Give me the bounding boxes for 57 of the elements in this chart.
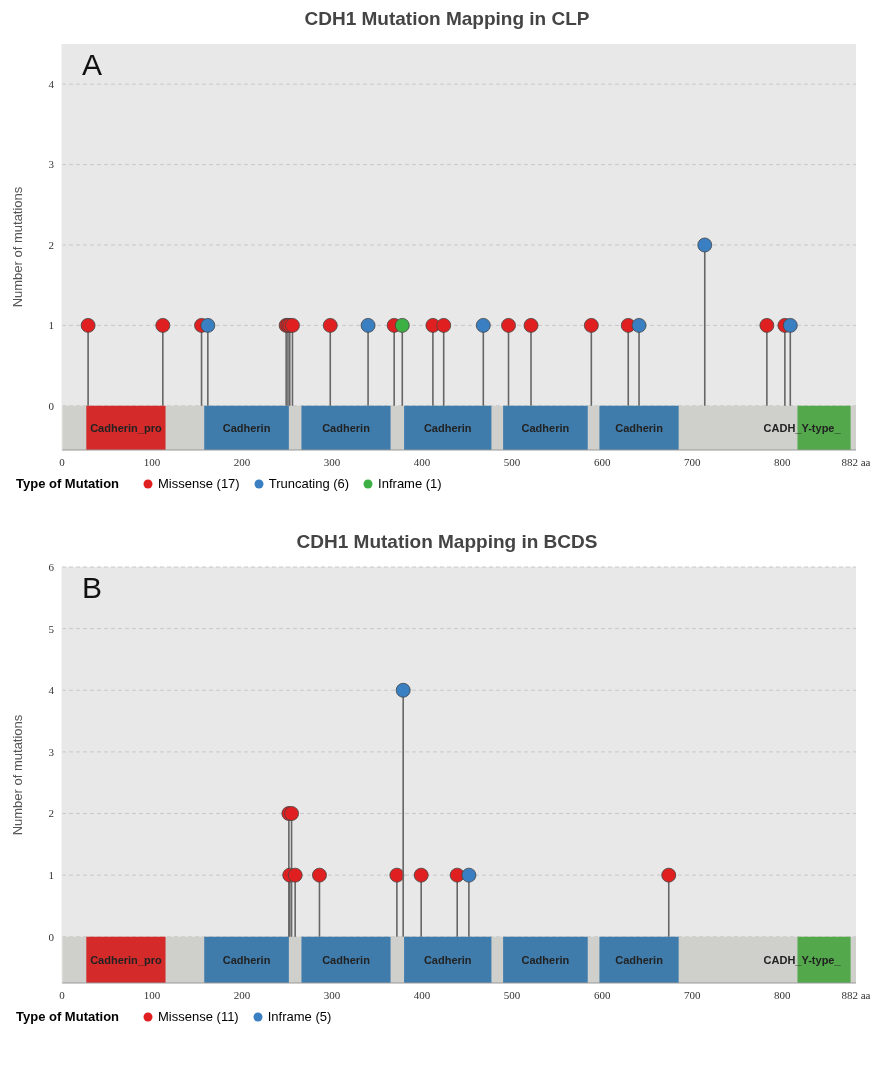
y-tick-label: 1 xyxy=(48,319,54,332)
x-tick-label: 882 aa xyxy=(841,455,871,468)
y-tick-label: 4 xyxy=(48,78,55,91)
band-label: Cadherin xyxy=(222,953,271,966)
x-tick-label: 700 xyxy=(683,455,701,468)
x-tick-label: 500 xyxy=(503,988,521,1001)
legend-label: Missense (17) xyxy=(158,476,240,491)
x-tick-label: 700 xyxy=(683,988,701,1001)
x-tick-label: 100 xyxy=(143,455,161,468)
band-label: Cadherin xyxy=(615,421,664,434)
x-tick-label: 300 xyxy=(323,455,341,468)
legend-title: Type of Mutation xyxy=(16,476,120,491)
chart-title: CDH1 Mutation Mapping in BCDS xyxy=(295,531,599,554)
x-tick-label: 0 xyxy=(59,455,66,468)
x-tick-label: 500 xyxy=(503,455,521,468)
band-label: Cadherin xyxy=(222,421,271,434)
y-tick-label: 5 xyxy=(48,622,55,635)
y-tick-label: 0 xyxy=(48,399,55,412)
y-tick-label: 4 xyxy=(48,684,55,697)
band-label: Cadherin_pro xyxy=(90,953,162,966)
band-label: Cadherin xyxy=(322,421,371,434)
x-tick-label: 800 xyxy=(773,988,791,1001)
legend-title: Type of Mutation xyxy=(16,1009,120,1024)
band-label: Cadherin xyxy=(521,953,570,966)
x-tick-label: 400 xyxy=(413,988,431,1001)
band-label: Cadherin xyxy=(615,953,664,966)
x-tick-label: 400 xyxy=(413,455,431,468)
y-tick-label: 1 xyxy=(48,869,54,882)
y-axis-title: Number of mutations xyxy=(10,186,25,308)
x-tick-label: 0 xyxy=(59,988,66,1001)
band-label: Cadherin xyxy=(521,421,570,434)
legend-label: Truncating (6) xyxy=(268,476,350,491)
y-tick-label: 0 xyxy=(48,930,55,943)
x-tick-label: 800 xyxy=(773,455,791,468)
band-label: Cadherin xyxy=(423,953,472,966)
y-axis-title: Number of mutations xyxy=(10,714,25,836)
y-tick-label: 2 xyxy=(48,807,54,820)
band-label: Cadherin xyxy=(322,953,371,966)
x-tick-label: 600 xyxy=(593,988,611,1001)
x-tick-label: 100 xyxy=(143,988,161,1001)
annotation: B xyxy=(82,571,103,605)
legend-label: Inframe (1) xyxy=(378,476,442,491)
legend-label: Missense (11) xyxy=(158,1009,239,1024)
annotation: A xyxy=(82,48,103,82)
band-label: Cadherin_pro xyxy=(90,421,162,434)
x-tick-label: 882 aa xyxy=(841,988,871,1001)
x-tick-label: 200 xyxy=(233,455,251,468)
x-tick-label: 300 xyxy=(323,988,341,1001)
chart-title: CDH1 Mutation Mapping in CLP xyxy=(303,8,591,31)
x-tick-label: 200 xyxy=(233,988,251,1001)
x-tick-label: 600 xyxy=(593,455,611,468)
y-tick-label: 6 xyxy=(48,560,55,573)
y-tick-label: 3 xyxy=(48,158,55,171)
band-label: Cadherin xyxy=(423,421,472,434)
legend-label: Inframe (5) xyxy=(267,1009,332,1024)
y-tick-label: 2 xyxy=(48,238,54,251)
y-tick-label: 3 xyxy=(48,745,55,758)
